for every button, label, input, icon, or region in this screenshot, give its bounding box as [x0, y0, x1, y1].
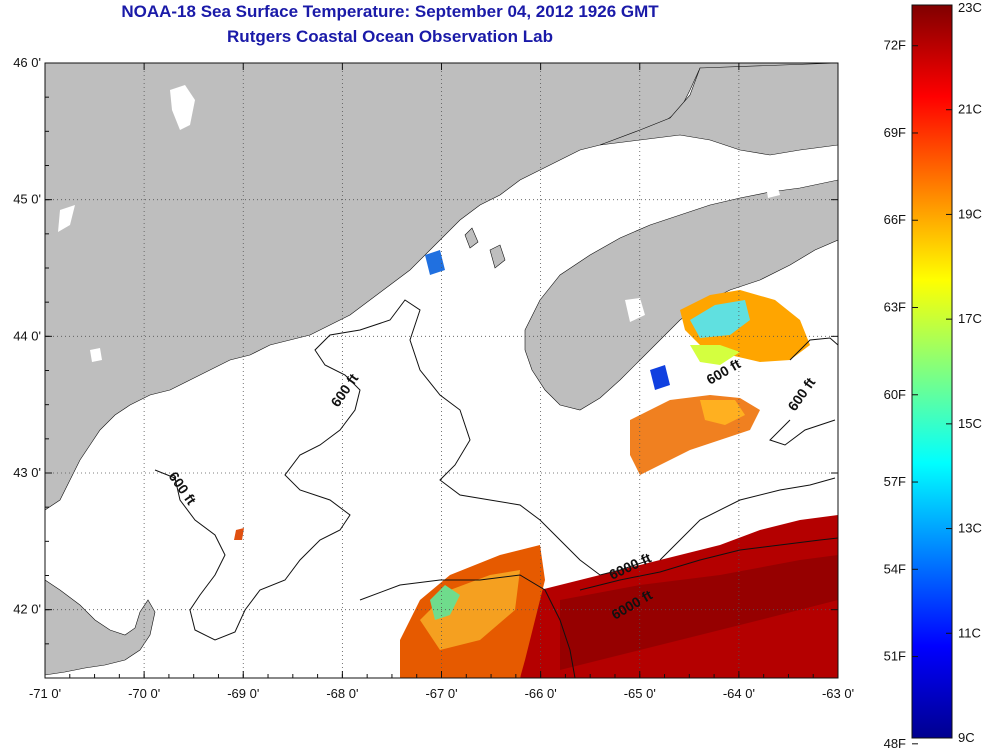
- colorbar-c-label: 23C: [958, 0, 982, 15]
- colorbar-f-label: 57F: [884, 474, 906, 489]
- colorbar-f-label: 63F: [884, 300, 906, 315]
- lat-tick-label: 46 0': [13, 55, 41, 70]
- colorbar-labels: 23C 21C 19C 17C 15C 13C 11C 9C 72F 69F 66F 63F 60F 57…: [884, 0, 982, 751]
- map-subtitle: Rutgers Coastal Ocean Observation Lab: [227, 27, 553, 46]
- lat-tick-label: 42 0': [13, 602, 41, 617]
- lon-tick-label: -67 0': [425, 686, 457, 701]
- colorbar-f-label: 48F: [884, 736, 906, 751]
- colorbar-c-label: 17C: [958, 311, 982, 326]
- lon-tick-label: -66 0': [525, 686, 557, 701]
- land-island-1: [489, 244, 506, 269]
- lat-tick-label: 44 0': [13, 328, 41, 343]
- lon-tick-label: -64 0': [723, 686, 755, 701]
- colorbar: [911, 4, 953, 739]
- lon-tick-label: -69 0': [227, 686, 259, 701]
- lat-tick-label: 45 0': [13, 192, 41, 207]
- lon-tick-label: -70 0': [128, 686, 160, 701]
- land-island-2: [464, 227, 479, 249]
- colorbar-c-label: 21C: [958, 102, 982, 117]
- colorbar-f-label: 66F: [884, 212, 906, 227]
- lat-tick-label: 43 0': [13, 465, 41, 480]
- colorbar-c-label: 9C: [958, 730, 975, 745]
- colorbar-f-label: 72F: [884, 38, 906, 53]
- colorbar-c-label: 13C: [958, 521, 982, 536]
- axis-ticks: [44, 62, 839, 679]
- land-masses: [45, 63, 838, 676]
- land-new-brunswick: [599, 63, 838, 156]
- axis-tick-labels: -71 0' -70 0' -69 0' -68 0' -67 0' -66 0' -65 …: [13, 55, 854, 701]
- colorbar-f-label: 60F: [884, 387, 906, 402]
- colorbar-f-label: 51F: [884, 649, 906, 664]
- land-nova-scotia: [524, 179, 838, 411]
- land-cape-cod: [45, 579, 156, 676]
- lon-tick-label: -63 0': [822, 686, 854, 701]
- lon-tick-label: -68 0': [326, 686, 358, 701]
- colorbar-c-label: 19C: [958, 206, 982, 221]
- colorbar-c-label: 15C: [958, 416, 982, 431]
- colorbar-f-label: 54F: [884, 561, 906, 576]
- lon-tick-label: -65 0': [624, 686, 656, 701]
- map-title: NOAA-18 Sea Surface Temperature: Septemb…: [121, 2, 659, 21]
- sst-swaths: [234, 250, 838, 678]
- colorbar-f-label: 69F: [884, 125, 906, 140]
- map-grid: [45, 63, 838, 678]
- colorbar-c-label: 11C: [958, 625, 981, 640]
- lon-tick-label: -71 0': [29, 686, 61, 701]
- bathymetry-contours: [154, 299, 838, 678]
